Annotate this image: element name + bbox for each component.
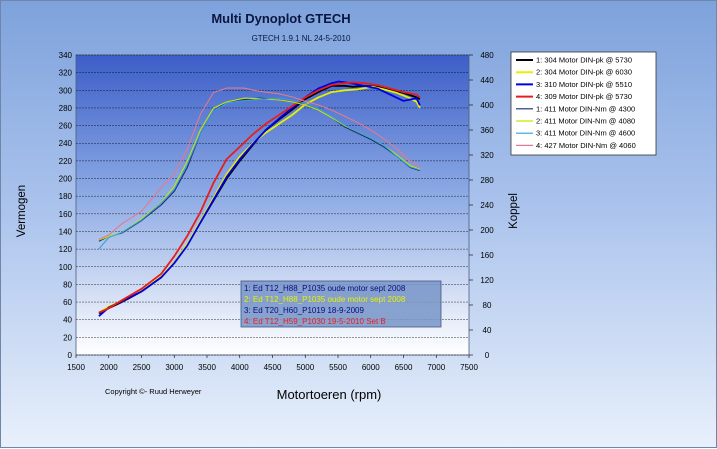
- series-legend-label: 3: 411 Motor DIN-Nm @ 4600: [536, 129, 635, 138]
- runs-legend-entry-1: 1: Ed T12_H88_P1035 oude motor sept 2008: [244, 284, 406, 293]
- x-tick-label: 3000: [165, 363, 183, 372]
- series-legend-label: 4: 309 Motor DIN-pk @ 5730: [536, 92, 632, 101]
- x-tick-label: 6500: [395, 363, 413, 372]
- y-right-tick-label: 360: [480, 126, 494, 135]
- series-line-8: [98, 87, 421, 240]
- chart-title: Multi Dynoplot GTECH: [211, 11, 350, 26]
- y-left-tick-label: 180: [59, 192, 73, 201]
- y-left-tick-label: 60: [63, 298, 72, 307]
- y-right-tick-label: 280: [480, 176, 494, 185]
- y-right-tick-label: 240: [480, 201, 494, 210]
- x-tick-label: 7500: [460, 363, 478, 372]
- y-left-tick-label: 220: [59, 157, 73, 166]
- runs-legend: 1: Ed T12_H88_P1035 oude motor sept 2008…: [240, 280, 442, 328]
- copyright-note: Copyright ©- Ruud Herweyer: [105, 387, 202, 396]
- y-right-tick-label: 80: [483, 301, 492, 310]
- series-line-7: [98, 97, 421, 250]
- x-tick-label: 7000: [427, 363, 445, 372]
- series-line-4: [98, 81, 421, 314]
- y-left-tick-label: 20: [63, 333, 72, 342]
- y-right-tick-label: 40: [483, 326, 492, 335]
- x-tick-label: 1500: [67, 363, 85, 372]
- series-legend-label: 2: 411 Motor DIN-Nm @ 4080: [536, 117, 635, 126]
- x-tick-label: 4000: [231, 363, 249, 372]
- y-axis-left-label: Vermogen: [16, 185, 28, 237]
- y-left-tick-label: 240: [59, 139, 73, 148]
- chart-subtitle: GTECH 1.9.1 NL 24-5-2010: [252, 34, 351, 43]
- y-left-tick-label: 120: [59, 245, 73, 254]
- x-tick-label: 6000: [362, 363, 380, 372]
- y-left-tick-label: 200: [59, 175, 73, 184]
- runs-legend-entry-4: 4: Ed T12_H59_P1030 19-5-2010 Set B: [244, 317, 386, 326]
- runs-legend-box: [240, 280, 442, 328]
- series-legend-label: 3: 310 Motor DIN-pk @ 5510: [536, 80, 632, 89]
- x-tick-label: 2000: [100, 363, 118, 372]
- y-axis-right-label: Koppel: [508, 193, 520, 229]
- x-tick-label: 2500: [133, 363, 151, 372]
- y-left-tick-label: 0: [68, 351, 73, 360]
- y-right-tick-label: 320: [480, 151, 494, 160]
- y-left-tick-label: 260: [59, 122, 73, 131]
- y-left-tick-label: 160: [59, 210, 73, 219]
- x-tick-label: 4500: [264, 363, 282, 372]
- x-axis-label: Motortoeren (rpm): [277, 387, 382, 402]
- y-right-tick-label: 400: [480, 101, 494, 110]
- series-legend-label: 2: 304 Motor DIN-pk @ 6030: [536, 68, 632, 77]
- series-legend-label: 1: 411 Motor DIN-Nm @ 4300: [536, 104, 635, 113]
- runs-legend-entry-3: 3: Ed T20_H60_P1019 18-9-2009: [244, 306, 364, 315]
- series-legend-box: [510, 51, 657, 156]
- series-legend: 1: 304 Motor DIN-pk @ 5730 2: 304 Motor D…: [510, 51, 657, 156]
- y-left-tick-label: 340: [59, 51, 73, 60]
- y-right-tick-label: 0: [485, 351, 490, 360]
- y-left-tick-label: 80: [63, 280, 72, 289]
- y-left-tick-label: 140: [59, 227, 73, 236]
- y-right-tick-label: 200: [480, 226, 494, 235]
- series-line-3: [98, 80, 421, 317]
- x-tick-label: 5000: [296, 363, 314, 372]
- y-right-tick-label: 120: [480, 276, 494, 285]
- x-tick-label: 3500: [198, 363, 216, 372]
- x-tick-label: 5500: [329, 363, 347, 372]
- y-left-tick-label: 320: [59, 69, 73, 78]
- y-left-tick-label: 280: [59, 104, 73, 113]
- y-left-tick-label: 40: [63, 316, 72, 325]
- y-left-tick-label: 300: [59, 86, 73, 95]
- series-legend-label: 1: 304 Motor DIN-pk @ 5730: [536, 56, 632, 65]
- y-right-tick-label: 160: [480, 251, 494, 260]
- y-right-tick-label: 440: [480, 76, 494, 85]
- y-right-tick-label: 480: [480, 51, 494, 60]
- series-legend-label: 4: 427 Motor DIN-Nm @ 4060: [536, 141, 636, 150]
- runs-legend-entry-2: 2: Ed T12_H88_P1035 oude motor sept 2008: [244, 295, 406, 304]
- y-left-tick-label: 100: [59, 263, 73, 272]
